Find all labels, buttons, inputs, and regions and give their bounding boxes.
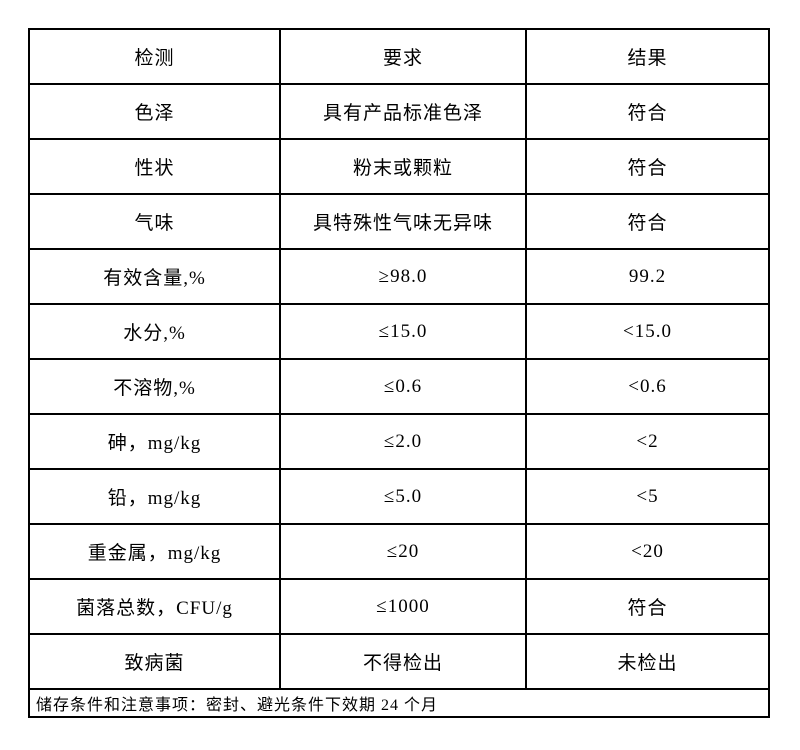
table-header-row: 检测 要求 结果: [30, 30, 768, 85]
cell-test: 水分,%: [123, 323, 186, 344]
cell-requirement: ≤2.0: [279, 415, 525, 468]
header-requirement: 要求: [279, 30, 525, 83]
header-result: 结果: [525, 30, 768, 83]
cell-requirement: ≤15.0: [279, 305, 525, 358]
cell-requirement: 粉末或颗粒: [279, 140, 525, 193]
cell-requirement: ≤0.6: [279, 360, 525, 413]
table-footer-row: 储存条件和注意事项：密封、避光条件下效期 24 个月: [30, 690, 768, 716]
cell-requirement: ≤20: [279, 525, 525, 578]
cell-requirement: 具有产品标准色泽: [279, 85, 525, 138]
cell-test: 菌落总数，CFU/g: [76, 598, 233, 619]
cell-result: 未检出: [525, 635, 768, 688]
cell-test: 气味: [134, 213, 175, 234]
cell-result: <5: [525, 470, 768, 523]
cell-test: 重金属，mg/kg: [87, 543, 222, 564]
table-row-odor: 气味 具特殊性气味无异味 符合: [30, 195, 768, 250]
table-row-appearance: 性状 粉末或颗粒 符合: [30, 140, 768, 195]
cell-test: 铅，mg/kg: [107, 488, 202, 509]
cell-result: 符合: [525, 140, 768, 193]
table-row-color: 色泽 具有产品标准色泽 符合: [30, 85, 768, 140]
table-row-active-content: 有效含量,% ≥98.0 99.2: [30, 250, 768, 305]
cell-requirement: 具特殊性气味无异味: [279, 195, 525, 248]
cell-test: 致病菌: [124, 653, 185, 674]
cell-result: 99.2: [525, 250, 768, 303]
cell-test: 不溶物,%: [113, 378, 196, 399]
cell-requirement: ≤5.0: [279, 470, 525, 523]
cell-test: 有效含量,%: [103, 268, 206, 289]
cell-result: <0.6: [525, 360, 768, 413]
table-row-heavy-metals: 重金属，mg/kg ≤20 <20: [30, 525, 768, 580]
inspection-spec-table: 检测 要求 结果 色泽 具有产品标准色泽 符合 性状 粉末或颗粒 符合 气味 具…: [28, 28, 770, 718]
table-row-insoluble: 不溶物,% ≤0.6 <0.6: [30, 360, 768, 415]
cell-test: 砷，mg/kg: [107, 433, 202, 454]
cell-requirement: 不得检出: [279, 635, 525, 688]
table-row-pathogens: 致病菌 不得检出 未检出: [30, 635, 768, 690]
cell-result: <15.0: [525, 305, 768, 358]
cell-test: 性状: [134, 158, 175, 179]
cell-test: 色泽: [134, 103, 175, 124]
table-row-moisture: 水分,% ≤15.0 <15.0: [30, 305, 768, 360]
cell-result: 符合: [525, 195, 768, 248]
cell-requirement: ≥98.0: [279, 250, 525, 303]
table-row-total-plate-count: 菌落总数，CFU/g ≤1000 符合: [30, 580, 768, 635]
storage-conditions-note: 储存条件和注意事项：密封、避光条件下效期 24 个月: [36, 697, 439, 714]
table-row-lead: 铅，mg/kg ≤5.0 <5: [30, 470, 768, 525]
cell-result: <2: [525, 415, 768, 468]
cell-result: 符合: [525, 580, 768, 633]
cell-result: 符合: [525, 85, 768, 138]
header-test: 检测: [134, 48, 175, 69]
cell-requirement: ≤1000: [279, 580, 525, 633]
cell-result: <20: [525, 525, 768, 578]
table-row-arsenic: 砷，mg/kg ≤2.0 <2: [30, 415, 768, 470]
